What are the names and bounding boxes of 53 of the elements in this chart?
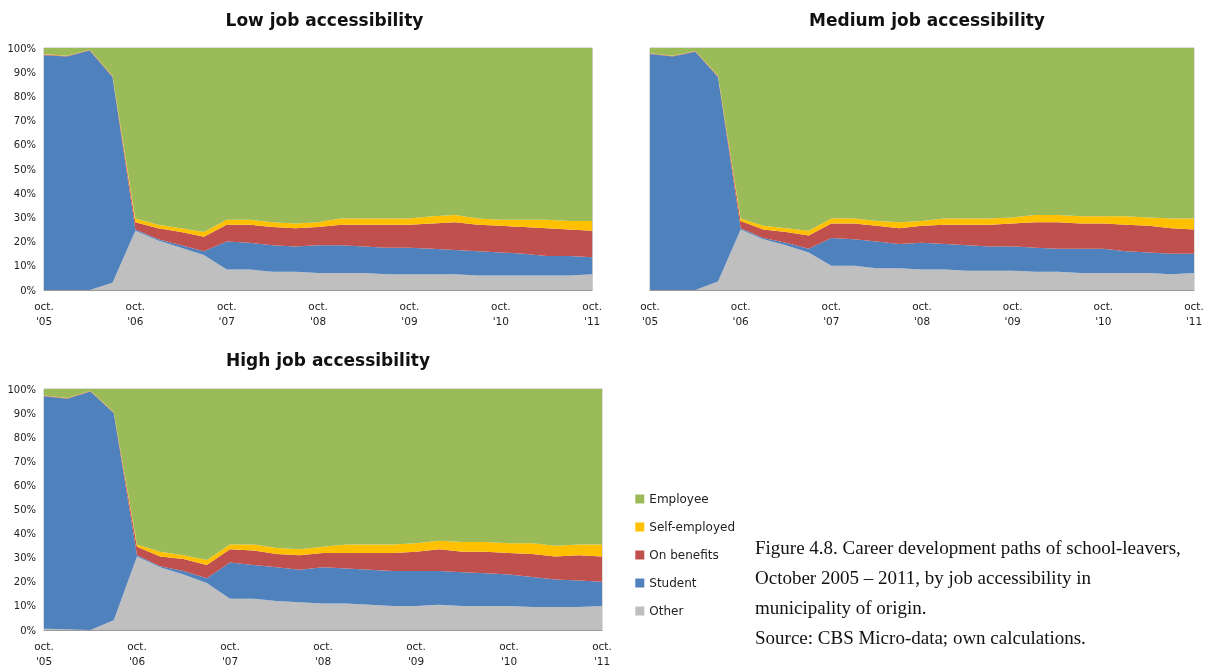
x-tick-label: oct. '09: [406, 639, 426, 667]
legend-label: Employee: [649, 492, 709, 506]
x-tick-label: oct. '05: [34, 639, 54, 667]
x-tick-label: oct. '09: [1002, 299, 1023, 327]
y-tick-label: 10%: [13, 600, 36, 612]
x-tick-label: oct. '06: [730, 299, 751, 327]
y-tick-label: 10%: [13, 260, 36, 272]
source-note: Source: CBS Micro-data; own calculations.: [755, 626, 1087, 650]
y-tick-label: 60%: [13, 139, 36, 151]
legend-label: Other: [649, 604, 684, 618]
x-tick-label: oct. '06: [127, 639, 147, 667]
x-tick-label: oct. '08: [308, 299, 328, 327]
y-tick-label: 80%: [13, 90, 36, 102]
x-tick-label: oct. '05: [640, 299, 660, 327]
y-tick-label: 30%: [13, 552, 36, 564]
y-tick-label: 90%: [13, 407, 36, 419]
x-tick-label: oct. '07: [220, 639, 240, 667]
y-tick-label: 60%: [13, 479, 36, 491]
chart-title: Medium job accessibility: [809, 9, 1045, 30]
legend-label: On benefits: [649, 548, 719, 562]
y-tick-label: 70%: [13, 115, 36, 127]
y-tick-label: 0%: [20, 624, 36, 636]
y-tick-label: 0%: [20, 284, 36, 296]
y-tick-label: 50%: [13, 163, 36, 175]
x-tick-label: oct. '11: [592, 639, 612, 667]
x-tick-label: oct. '07: [216, 299, 237, 327]
y-tick-label: 20%: [13, 576, 36, 588]
caption: Figure 4.8. Career development paths of school-leavers, October 2005 – 2011, by job accessibility in municipality of origin.: [755, 536, 1182, 620]
y-tick-label: 80%: [13, 431, 36, 443]
y-tick-label: 70%: [13, 455, 36, 467]
x-tick-label: oct. '10: [499, 639, 519, 667]
y-tick-label: 90%: [13, 66, 36, 78]
x-tick-label: oct. '07: [821, 299, 842, 327]
y-tick-label: 20%: [13, 236, 36, 248]
x-tick-label: oct. '08: [912, 299, 932, 327]
x-tick-label: oct. '05: [34, 299, 54, 327]
legend-label: Self-employed: [649, 520, 735, 534]
y-tick-label: 50%: [13, 504, 36, 515]
y-tick-label: 100%: [7, 42, 36, 54]
legend-label: Student: [649, 576, 697, 590]
chart-title: Low job accessibility: [225, 9, 424, 30]
x-tick-label: oct. '11: [582, 299, 602, 327]
x-tick-label: oct. '10: [490, 299, 511, 327]
y-tick-label: 40%: [13, 187, 36, 199]
y-tick-label: 30%: [13, 211, 36, 223]
x-tick-label: oct. '11: [1184, 299, 1204, 327]
x-tick-label: oct. '08: [313, 639, 333, 667]
y-tick-label: 100%: [7, 383, 36, 395]
chart-title: High job accessibility: [226, 349, 430, 370]
x-tick-label: oct. '06: [125, 299, 146, 327]
x-tick-label: oct. '10: [1093, 299, 1114, 327]
y-tick-label: 40%: [13, 528, 36, 540]
x-tick-label: oct. '09: [399, 299, 420, 327]
